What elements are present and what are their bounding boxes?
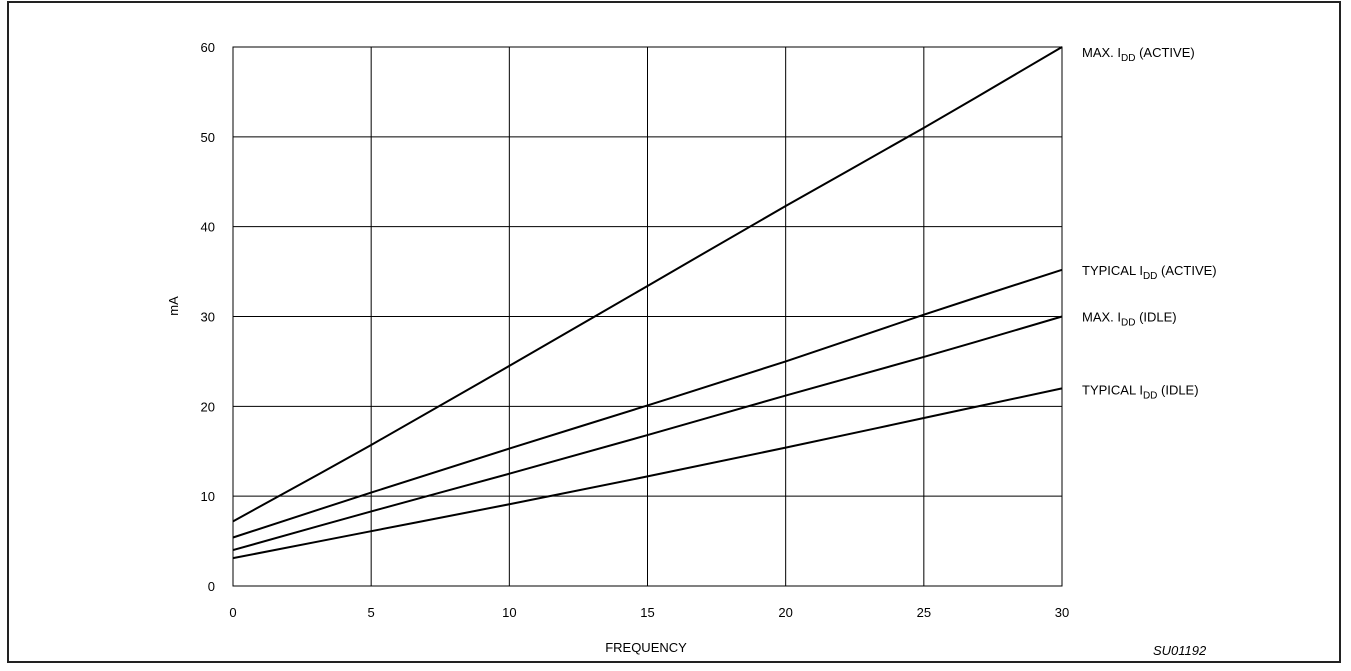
series-lines [232, 46, 1063, 560]
y-tick-label: 50 [201, 130, 215, 145]
series-label: TYPICAL IDD (IDLE) [1082, 382, 1199, 401]
series-labels: MAX. IDD (ACTIVE) TYPICAL IDD (ACTIVE) MAX… [1082, 45, 1217, 401]
y-tick-label: 10 [201, 489, 215, 504]
series-line [232, 268, 1063, 539]
x-tick-label: 5 [368, 605, 375, 620]
x-tick-label: 0 [229, 605, 236, 620]
series-label: TYPICAL IDD (ACTIVE) [1082, 263, 1217, 282]
y-tick-label: 0 [208, 579, 215, 594]
x-tick-label: 30 [1055, 605, 1069, 620]
x-tick-label: 25 [917, 605, 931, 620]
chart-frame [7, 1, 1341, 663]
x-tick-label: 20 [778, 605, 792, 620]
y-tick-label: 60 [201, 40, 215, 55]
x-tick-label: 10 [502, 605, 516, 620]
y-tick-label: 30 [201, 310, 215, 325]
series-label: MAX. IDD (ACTIVE) [1082, 45, 1195, 64]
x-axis-label: FREQUENCY [605, 640, 687, 655]
y-tick-label: 20 [201, 399, 215, 414]
series-line [232, 315, 1063, 552]
grid [232, 46, 1063, 587]
y-tick-labels: 0 10 20 30 40 50 60 [201, 40, 215, 594]
series-line [232, 46, 1063, 523]
y-axis-label: mA [166, 296, 181, 316]
x-tick-label: 15 [640, 605, 654, 620]
x-tick-labels: 0 5 10 15 20 25 30 [229, 605, 1069, 620]
series-label: MAX. IDD (IDLE) [1082, 310, 1177, 329]
figure-id: SU01192 [1153, 643, 1207, 658]
series-line [232, 387, 1063, 560]
y-tick-label: 40 [201, 220, 215, 235]
